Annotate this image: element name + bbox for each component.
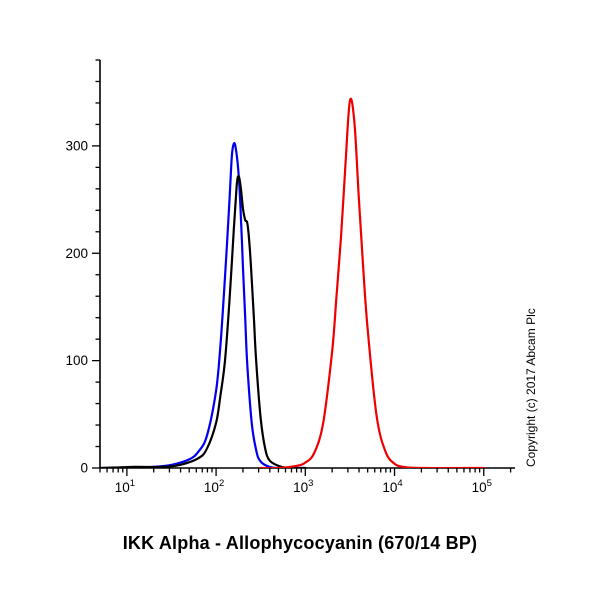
- blue-curve: [98, 142, 307, 468]
- x-tick-label: 105: [472, 478, 492, 495]
- curves: [98, 97, 485, 468]
- ticks: [92, 59, 512, 476]
- y-tick-label: 200: [65, 246, 88, 261]
- tick-labels: 101 102 103 104 105 0 100 200 300: [65, 138, 491, 495]
- x-tick-label: 103: [293, 478, 313, 495]
- copyright-text: Copyright (c) 2017 Abcam Plc: [524, 308, 538, 467]
- x-tick-label: 101: [115, 478, 135, 495]
- y-tick-label: 0: [80, 461, 88, 476]
- axes: [99, 60, 515, 469]
- chart-title: IKK Alpha - Allophycocyanin (670/14 BP): [122, 533, 478, 553]
- x-tick-label: 104: [382, 478, 402, 495]
- y-tick-label: 100: [65, 353, 88, 368]
- red-curve: [259, 97, 485, 468]
- x-tick-label: 102: [204, 478, 224, 495]
- y-tick-label: 300: [65, 138, 88, 153]
- black-curve: [98, 174, 307, 468]
